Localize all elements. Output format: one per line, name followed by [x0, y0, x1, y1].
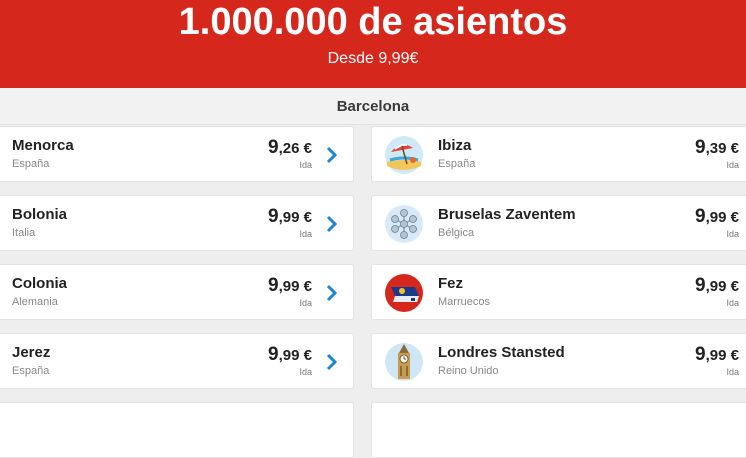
airplane-tail-icon — [385, 274, 423, 312]
destination-card-partial[interactable] — [371, 402, 746, 458]
destination-card-bolonia[interactable]: Bolonia Italia 9,99 € Ida — [0, 195, 354, 251]
destination-country: Reino Unido — [438, 365, 499, 377]
destination-country: España — [12, 365, 50, 377]
banner-subtitle: Desde 9,99€ — [327, 50, 419, 67]
trip-type: Ida — [726, 367, 739, 377]
destination-country: Alemania — [12, 296, 58, 308]
destination-name: Jerez — [12, 344, 51, 361]
origin-city-header: Barcelona — [0, 88, 746, 125]
trip-type: Ida — [299, 160, 312, 170]
destination-card-fez[interactable]: Fez Marruecos 9,99 € Ida — [371, 264, 746, 320]
chevron-right-icon[interactable] — [325, 146, 339, 164]
price: 9,99 € — [268, 344, 312, 365]
chevron-right-icon[interactable] — [325, 353, 339, 371]
price: 9,99 € — [695, 206, 739, 227]
price: 9,99 € — [268, 206, 312, 227]
chevron-right-icon[interactable] — [325, 284, 339, 302]
beach-umbrella-icon — [385, 136, 423, 174]
destination-name: Bruselas Zaventem — [438, 206, 576, 223]
banner-title: 1.000.000 de asientos — [178, 1, 568, 43]
destination-country: España — [438, 158, 476, 170]
price: 9,99 € — [695, 344, 739, 365]
promo-banner: 1.000.000 de asientos Desde 9,99€ — [0, 0, 746, 88]
atomium-icon — [385, 205, 423, 243]
destination-country: Marruecos — [438, 296, 490, 308]
trip-type: Ida — [299, 298, 312, 308]
destination-card-bruselas[interactable]: Bruselas Zaventem Bélgica 9,99 € Ida — [371, 195, 746, 251]
destination-name: Colonia — [12, 275, 67, 292]
destination-name: Ibiza — [438, 137, 472, 154]
trip-type: Ida — [726, 298, 739, 308]
chevron-right-icon[interactable] — [325, 215, 339, 233]
destination-card-jerez[interactable]: Jerez España 9,99 € Ida — [0, 333, 354, 389]
trip-type: Ida — [299, 367, 312, 377]
destination-card-londres[interactable]: Londres Stansted Reino Unido 9,99 € Ida — [371, 333, 746, 389]
destination-card-colonia[interactable]: Colonia Alemania 9,99 € Ida — [0, 264, 354, 320]
destination-card-menorca[interactable]: Menorca España 9,26 € Ida — [0, 126, 354, 182]
price: 9,39 € — [695, 137, 739, 158]
destination-card-ibiza[interactable]: Ibiza España 9,39 € Ida — [371, 126, 746, 182]
trip-type: Ida — [299, 229, 312, 239]
destination-country: Bélgica — [438, 227, 475, 239]
trip-type: Ida — [726, 229, 739, 239]
destination-card-partial[interactable] — [0, 402, 354, 458]
destination-name: Bolonia — [12, 206, 67, 223]
destination-country: España — [12, 158, 50, 170]
big-ben-icon — [385, 343, 423, 381]
price: 9,26 € — [268, 137, 312, 158]
price: 9,99 € — [268, 275, 312, 296]
price: 9,99 € — [695, 275, 739, 296]
trip-type: Ida — [726, 160, 739, 170]
destination-name: Menorca — [12, 137, 74, 154]
destination-name: Londres Stansted — [438, 344, 565, 361]
destination-name: Fez — [438, 275, 464, 292]
destination-country: Italia — [12, 227, 36, 239]
